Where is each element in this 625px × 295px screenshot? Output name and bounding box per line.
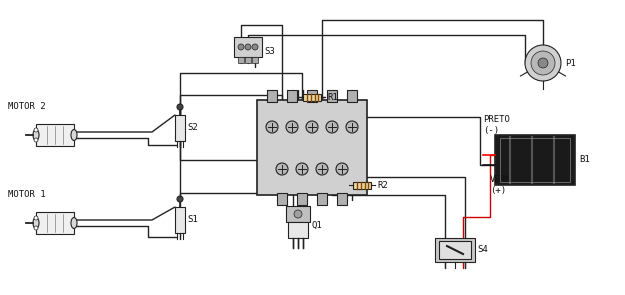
Bar (36, 124, 74, 146)
Bar (297, 193, 307, 204)
Circle shape (531, 51, 555, 75)
Bar (347, 89, 357, 101)
Text: R1: R1 (327, 93, 338, 101)
Circle shape (316, 163, 328, 175)
Ellipse shape (33, 217, 39, 229)
Bar (288, 222, 308, 238)
Circle shape (34, 138, 38, 142)
Text: VERM
(+): VERM (+) (490, 175, 511, 195)
Ellipse shape (71, 217, 77, 229)
Bar (435, 238, 475, 262)
Text: MOTOR 1: MOTOR 1 (8, 190, 46, 199)
Circle shape (266, 121, 278, 133)
Ellipse shape (71, 130, 77, 140)
Circle shape (296, 163, 308, 175)
Bar (234, 37, 262, 57)
Circle shape (294, 210, 302, 218)
Circle shape (286, 121, 298, 133)
Bar (175, 115, 185, 141)
Bar (252, 57, 258, 63)
Bar (286, 206, 310, 222)
Circle shape (306, 121, 318, 133)
Circle shape (525, 45, 561, 81)
Bar (439, 241, 471, 259)
Circle shape (346, 121, 358, 133)
Circle shape (34, 128, 38, 132)
Bar (257, 99, 367, 194)
Bar (245, 57, 251, 63)
Ellipse shape (33, 130, 39, 140)
Bar (267, 89, 277, 101)
Bar (495, 135, 575, 185)
Bar (327, 89, 337, 101)
Text: S1: S1 (187, 216, 198, 224)
Circle shape (326, 121, 338, 133)
Circle shape (538, 58, 548, 68)
Circle shape (238, 44, 244, 50)
Bar (317, 193, 327, 204)
Circle shape (336, 163, 348, 175)
Circle shape (252, 44, 258, 50)
Text: S3: S3 (264, 47, 275, 57)
Bar (307, 89, 317, 101)
Circle shape (276, 163, 288, 175)
Text: MOTOR 2: MOTOR 2 (8, 102, 46, 111)
Circle shape (34, 216, 38, 220)
Bar (175, 207, 185, 233)
Text: PRETO
(-): PRETO (-) (483, 115, 510, 135)
Bar (277, 193, 287, 204)
Text: Q1: Q1 (311, 220, 322, 230)
Bar (353, 181, 371, 189)
Text: P1: P1 (565, 58, 576, 68)
Circle shape (177, 104, 183, 110)
Circle shape (34, 226, 38, 230)
Text: R2: R2 (377, 181, 388, 189)
Text: S2: S2 (187, 124, 198, 132)
Bar (238, 57, 244, 63)
Text: B1: B1 (579, 155, 590, 165)
Text: S4: S4 (477, 245, 488, 255)
Bar (287, 89, 297, 101)
Bar (500, 138, 570, 182)
Circle shape (177, 196, 183, 202)
Circle shape (245, 44, 251, 50)
Bar (337, 193, 347, 204)
Bar (303, 94, 321, 101)
Bar (36, 212, 74, 234)
